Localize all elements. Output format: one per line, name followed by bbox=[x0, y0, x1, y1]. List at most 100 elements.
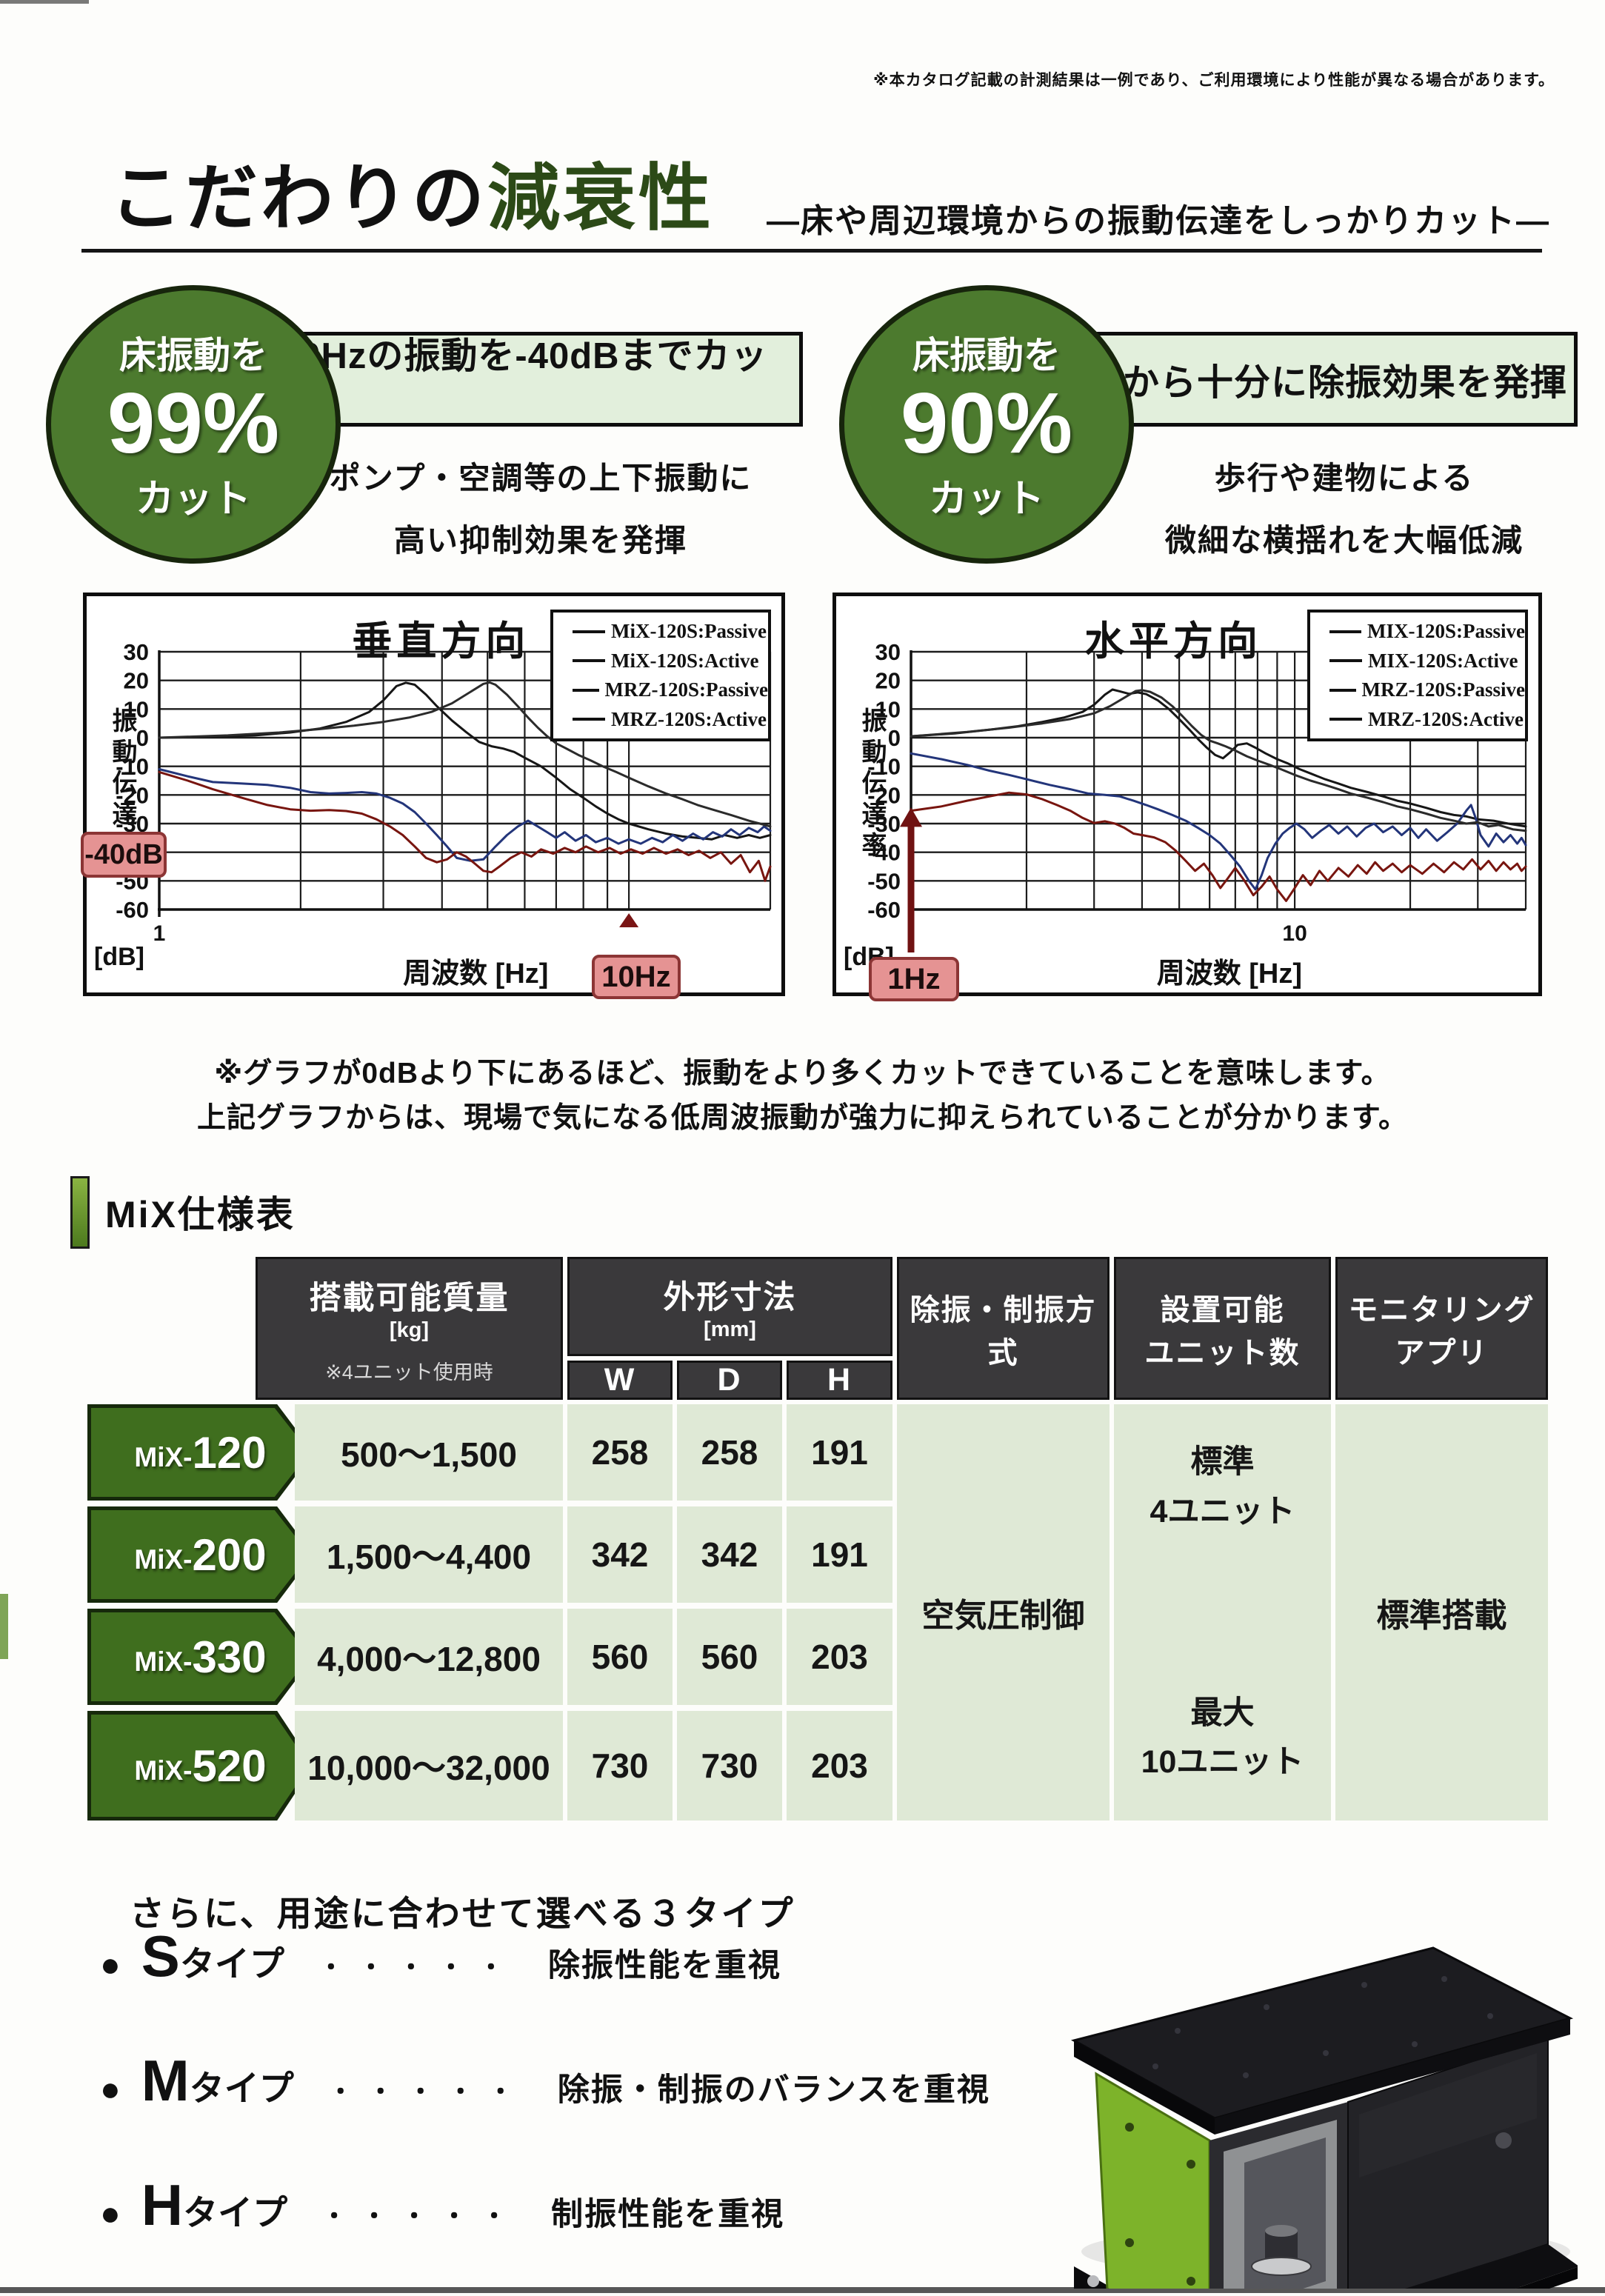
x-axis-label: 周波数 [Hz] bbox=[403, 958, 549, 990]
graph-note-1: ※グラフが0dBより下にあるほど、振動をより多くカットできていることを意味します… bbox=[214, 1058, 1391, 1089]
tenhz-badge: 10Hz bbox=[592, 955, 681, 999]
th-units-line2: ユニット数 bbox=[1144, 1336, 1301, 1369]
svg-text:-10: -10 bbox=[116, 754, 149, 780]
th-depth: D bbox=[677, 1361, 782, 1400]
cell-h: 191 bbox=[787, 1404, 892, 1501]
units-max: 最大 10ユニット bbox=[1114, 1689, 1331, 1787]
legend-line-icon bbox=[573, 630, 605, 633]
spec-section-title: MiX仕様表 bbox=[105, 1194, 296, 1235]
chart-vertical: 垂直方向 MiX-120S:Passive MiX-120S:Active MR… bbox=[81, 593, 785, 999]
svg-text:-60: -60 bbox=[116, 897, 149, 923]
legend-label: MRZ-120S:Active bbox=[611, 707, 767, 730]
svg-text:20: 20 bbox=[875, 668, 901, 694]
legend-item: MRZ-120S:Passive bbox=[573, 678, 768, 701]
cell-h: 203 bbox=[787, 1711, 892, 1821]
svg-text:1: 1 bbox=[153, 921, 166, 946]
page-title-green: 減衰性 bbox=[487, 157, 715, 238]
cell-w: 560 bbox=[567, 1609, 673, 1705]
legend-label: MiX-120S:Passive bbox=[611, 620, 767, 643]
units-max-line1: 最大 bbox=[1190, 1695, 1255, 1731]
badge-99-value: 99% bbox=[107, 375, 280, 472]
section-title-bar bbox=[70, 1176, 90, 1249]
row-label-mix200: MiX- 200 bbox=[87, 1506, 313, 1603]
cell-mass: 4,000～12,800 bbox=[295, 1609, 563, 1705]
legend-label: MIX-120S:Active bbox=[1368, 649, 1518, 672]
legend-line-icon bbox=[573, 718, 605, 721]
th-mass-note: ※4ユニット使用時 bbox=[325, 1361, 493, 1384]
model-number: 520 bbox=[192, 1741, 267, 1791]
units-std-line1: 標準 bbox=[1190, 1444, 1255, 1480]
legend-item: MiX-120S:Passive bbox=[573, 620, 768, 643]
cell-method-merged: 空気圧制御 bbox=[897, 1404, 1110, 1821]
product-photo bbox=[1030, 1896, 1578, 2289]
th-app-line1: モニタリング bbox=[1348, 1293, 1535, 1326]
type-suffix: タイプ bbox=[179, 1944, 284, 1983]
th-method: 除振・制振方式 bbox=[897, 1257, 1110, 1400]
minus40db-badge: -40dB bbox=[81, 832, 167, 878]
page-title-black: こだわりの bbox=[110, 157, 488, 238]
svg-text:-50: -50 bbox=[867, 868, 901, 894]
feature-desc-right-1: 歩行や建物による bbox=[1214, 461, 1475, 495]
badge-90-bottom: カット bbox=[928, 477, 1044, 521]
cell-h: 203 bbox=[787, 1609, 892, 1705]
th-app-line2: アプリ bbox=[1395, 1336, 1489, 1369]
cell-w: 258 bbox=[567, 1404, 673, 1501]
cell-w: 730 bbox=[567, 1711, 673, 1821]
badge-99-bottom: カット bbox=[135, 477, 251, 521]
cell-mass: 500～1,500 bbox=[295, 1404, 563, 1501]
cell-d: 342 bbox=[677, 1506, 782, 1603]
cell-mass: 10,000～32,000 bbox=[295, 1711, 563, 1821]
model-number: 330 bbox=[192, 1632, 267, 1682]
type-desc: 除振性能を重視 bbox=[547, 1948, 781, 1983]
svg-text:-20: -20 bbox=[867, 782, 901, 808]
svg-text:10: 10 bbox=[124, 696, 149, 722]
type-row-m: ● M タイプ ・・・・・ 除振・制振のバランスを重視 bbox=[100, 2047, 990, 2115]
legend-line-icon bbox=[573, 688, 599, 692]
type-row-h: ● H タイプ ・・・・・ 制振性能を重視 bbox=[100, 2172, 784, 2239]
units-std-line2: 4ユニット bbox=[1149, 1493, 1295, 1529]
dots-separator: ・・・・・ bbox=[327, 2078, 528, 2106]
y-axis-label: 振動伝達率 bbox=[858, 707, 886, 863]
row-label-mix520: MiX- 520 bbox=[87, 1711, 313, 1821]
legend-item: MRZ-120S:Active bbox=[1329, 708, 1525, 731]
legend-item: MRZ-120S:Active bbox=[573, 708, 768, 731]
type-desc: 制振性能を重視 bbox=[551, 2197, 785, 2232]
bullet-icon: ● bbox=[100, 1945, 121, 1983]
type-letter: M bbox=[141, 2048, 190, 2113]
svg-text:0: 0 bbox=[888, 725, 901, 751]
row-label-mix120: MiX- 120 bbox=[87, 1404, 313, 1501]
svg-text:-40: -40 bbox=[867, 840, 901, 866]
th-mass: 搭載可能質量 [kg] ※4ユニット使用時 bbox=[256, 1257, 563, 1400]
svg-text:20: 20 bbox=[124, 668, 149, 694]
cell-d: 730 bbox=[677, 1711, 782, 1821]
svg-text:-20: -20 bbox=[116, 782, 149, 808]
type-letter: S bbox=[141, 1923, 180, 1989]
units-max-line2: 10ユニット bbox=[1141, 1744, 1304, 1781]
legend-item: MIX-120S:Passive bbox=[1329, 620, 1525, 643]
th-width: W bbox=[567, 1361, 673, 1400]
graph-note-2: 上記グラフからは、現場で気になる低周波振動が強力に抑えられていることが分かります… bbox=[197, 1102, 1408, 1134]
scan-artifact-top bbox=[0, 0, 89, 4]
cell-app-merged: 標準搭載 bbox=[1335, 1404, 1548, 1821]
badge-90-top: 床振動を bbox=[912, 335, 1061, 377]
model-prefix: MiX- bbox=[134, 1544, 193, 1575]
th-mass-unit: [kg] bbox=[389, 1318, 430, 1342]
legend-item: MiX-120S:Active bbox=[573, 650, 768, 673]
th-dimensions: 外形寸法 [mm] bbox=[567, 1257, 892, 1356]
x-axis-label: 周波数 [Hz] bbox=[1156, 958, 1303, 990]
th-dim-unit: [mm] bbox=[704, 1317, 756, 1341]
model-prefix: MiX- bbox=[134, 1646, 193, 1677]
bullet-icon: ● bbox=[100, 2069, 121, 2108]
legend-label: MIX-120S:Passive bbox=[1367, 620, 1525, 643]
svg-text:-60: -60 bbox=[867, 897, 901, 923]
model-prefix: MiX- bbox=[134, 1442, 193, 1472]
chart-vertical-title: 垂直方向 bbox=[352, 619, 530, 664]
th-h-label: H bbox=[827, 1362, 852, 1398]
type-desc: 除振・制振のバランスを重視 bbox=[557, 2072, 990, 2108]
legend-label: MRZ-120S:Active bbox=[1368, 707, 1524, 730]
legend-label: MRZ-120S:Passive bbox=[1361, 678, 1525, 701]
svg-text:10: 10 bbox=[1282, 921, 1307, 946]
type-suffix: タイプ bbox=[189, 2069, 294, 2108]
svg-text:0: 0 bbox=[136, 725, 149, 751]
